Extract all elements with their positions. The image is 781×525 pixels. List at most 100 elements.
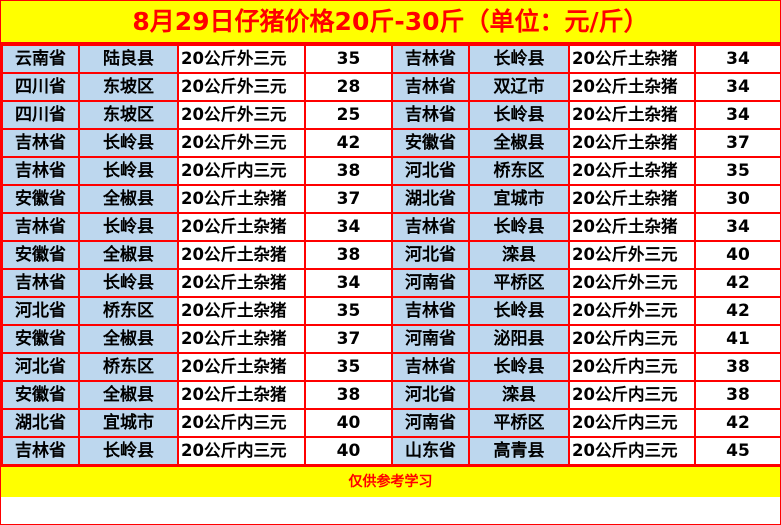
pig-type-cell: 20公斤内三元 (568, 380, 696, 410)
pig-type-cell: 20公斤外三元 (177, 44, 306, 74)
price-cell: 37 (304, 184, 393, 214)
province-cell: 吉林省 (1, 436, 80, 466)
price-cell: 35 (304, 44, 393, 74)
pig-type-cell: 20公斤外三元 (568, 268, 696, 298)
county-cell: 长岭县 (78, 128, 179, 158)
province-cell: 四川省 (1, 72, 80, 102)
county-cell: 长岭县 (468, 100, 570, 130)
county-cell: 长岭县 (78, 436, 179, 466)
price-cell: 38 (694, 380, 781, 410)
county-cell: 宜城市 (78, 408, 179, 438)
province-cell: 山东省 (391, 436, 470, 466)
pig-type-cell: 20公斤土杂猪 (177, 296, 306, 326)
county-cell: 全椒县 (78, 240, 179, 270)
county-cell: 滦县 (468, 240, 570, 270)
price-cell: 42 (694, 268, 781, 298)
county-cell: 泌阳县 (468, 324, 570, 354)
province-cell: 湖北省 (1, 408, 80, 438)
table-row: 吉林省 长岭县 20公斤内三元 38 河北省 桥东区 20公斤土杂猪 35 (1, 156, 781, 186)
province-cell: 河北省 (391, 240, 470, 270)
pig-type-cell: 20公斤土杂猪 (177, 324, 306, 354)
province-cell: 吉林省 (391, 352, 470, 382)
pig-type-cell: 20公斤土杂猪 (177, 268, 306, 298)
table-row: 安徽省 全椒县 20公斤土杂猪 38 河北省 滦县 20公斤内三元 38 (1, 380, 781, 410)
price-cell: 40 (304, 436, 393, 466)
pig-type-cell: 20公斤外三元 (177, 128, 306, 158)
price-cell: 42 (304, 128, 393, 158)
table-row: 安徽省 全椒县 20公斤土杂猪 37 河南省 泌阳县 20公斤内三元 41 (1, 324, 781, 354)
province-cell: 河南省 (391, 408, 470, 438)
pig-type-cell: 20公斤外三元 (177, 100, 306, 130)
footer-note: 仅供参考学习 (1, 466, 780, 497)
county-cell: 双辽市 (468, 72, 570, 102)
price-cell: 45 (694, 436, 781, 466)
pig-type-cell: 20公斤内三元 (177, 408, 306, 438)
pig-type-cell: 20公斤土杂猪 (177, 352, 306, 382)
price-cell: 38 (304, 156, 393, 186)
table-row: 吉林省 长岭县 20公斤土杂猪 34 吉林省 长岭县 20公斤土杂猪 34 (1, 212, 781, 242)
province-cell: 河北省 (391, 156, 470, 186)
sheet-title: 8月29日仔猪价格20斤-30斤（单位：元/斤） (1, 1, 780, 44)
price-cell: 38 (694, 352, 781, 382)
price-cell: 35 (304, 352, 393, 382)
pig-type-cell: 20公斤土杂猪 (177, 380, 306, 410)
province-cell: 河北省 (1, 296, 80, 326)
price-cell: 35 (694, 156, 781, 186)
pig-type-cell: 20公斤内三元 (568, 324, 696, 354)
price-cell: 30 (694, 184, 781, 214)
county-cell: 长岭县 (78, 156, 179, 186)
province-cell: 吉林省 (391, 44, 470, 74)
table-row: 吉林省 长岭县 20公斤土杂猪 34 河南省 平桥区 20公斤外三元 42 (1, 268, 781, 298)
province-cell: 吉林省 (1, 156, 80, 186)
province-cell: 四川省 (1, 100, 80, 130)
price-table: 云南省 陆良县 20公斤外三元 35 吉林省 长岭县 20公斤土杂猪 34 四川省 东坡区 20公斤… (1, 44, 781, 466)
province-cell: 吉林省 (391, 100, 470, 130)
county-cell: 桥东区 (78, 352, 179, 382)
table-row: 四川省 东坡区 20公斤外三元 25 吉林省 长岭县 20公斤土杂猪 34 (1, 100, 781, 130)
price-cell: 41 (694, 324, 781, 354)
price-cell: 25 (304, 100, 393, 130)
price-cell: 37 (694, 128, 781, 158)
province-cell: 安徽省 (1, 380, 80, 410)
county-cell: 长岭县 (468, 44, 570, 74)
pig-type-cell: 20公斤土杂猪 (568, 128, 696, 158)
pig-type-cell: 20公斤土杂猪 (177, 212, 306, 242)
table-row: 河北省 桥东区 20公斤土杂猪 35 吉林省 长岭县 20公斤内三元 38 (1, 352, 781, 382)
province-cell: 河南省 (391, 324, 470, 354)
province-cell: 吉林省 (391, 296, 470, 326)
price-cell: 28 (304, 72, 393, 102)
price-cell: 34 (694, 100, 781, 130)
pig-type-cell: 20公斤内三元 (568, 408, 696, 438)
province-cell: 河北省 (391, 380, 470, 410)
county-cell: 桥东区 (78, 296, 179, 326)
price-cell: 40 (304, 408, 393, 438)
county-cell: 长岭县 (78, 268, 179, 298)
county-cell: 平桥区 (468, 408, 570, 438)
pig-type-cell: 20公斤土杂猪 (568, 184, 696, 214)
price-cell: 42 (694, 296, 781, 326)
price-cell: 34 (304, 212, 393, 242)
province-cell: 安徽省 (1, 324, 80, 354)
price-cell: 42 (694, 408, 781, 438)
county-cell: 全椒县 (78, 324, 179, 354)
county-cell: 全椒县 (78, 380, 179, 410)
province-cell: 吉林省 (1, 128, 80, 158)
pig-type-cell: 20公斤内三元 (568, 352, 696, 382)
price-cell: 38 (304, 380, 393, 410)
pig-type-cell: 20公斤外三元 (177, 72, 306, 102)
pig-type-cell: 20公斤土杂猪 (568, 72, 696, 102)
price-cell: 40 (694, 240, 781, 270)
price-cell: 34 (694, 72, 781, 102)
price-cell: 35 (304, 296, 393, 326)
county-cell: 平桥区 (468, 268, 570, 298)
pig-type-cell: 20公斤土杂猪 (568, 156, 696, 186)
county-cell: 长岭县 (468, 296, 570, 326)
province-cell: 安徽省 (1, 240, 80, 270)
pig-type-cell: 20公斤内三元 (177, 436, 306, 466)
county-cell: 全椒县 (468, 128, 570, 158)
province-cell: 云南省 (1, 44, 80, 74)
province-cell: 吉林省 (1, 212, 80, 242)
pig-type-cell: 20公斤内三元 (177, 156, 306, 186)
county-cell: 陆良县 (78, 44, 179, 74)
